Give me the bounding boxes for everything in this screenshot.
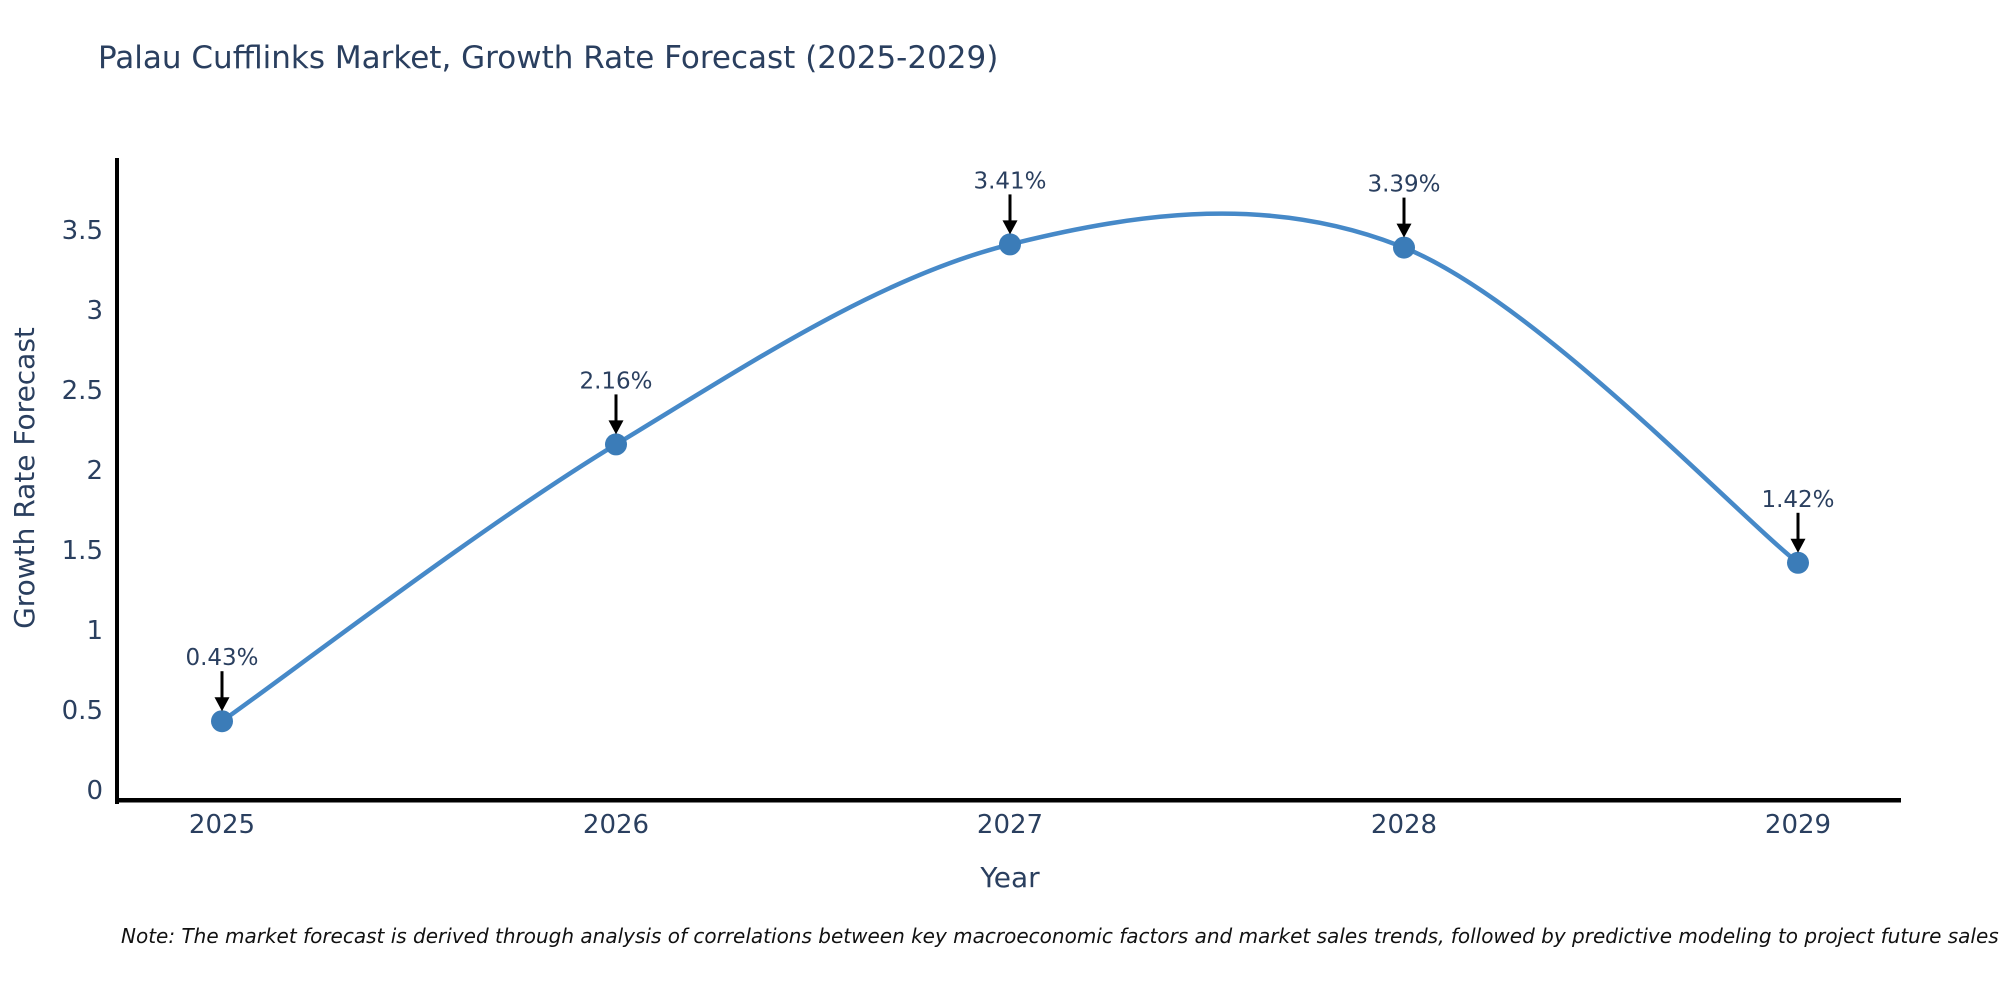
data-point-2025	[211, 710, 233, 733]
x-tick-label-2028: 2028	[1371, 810, 1437, 840]
y-axis-title: Growth Rate Forecast	[8, 327, 41, 629]
data-point-2028	[1393, 236, 1415, 259]
x-tick-label-2026: 2026	[583, 810, 649, 840]
y-axis-line	[115, 158, 119, 804]
x-axis-line	[115, 798, 1901, 803]
point-value-label-2029: 1.42%	[1761, 487, 1834, 513]
y-tick-label-2.5: 2.5	[62, 376, 103, 406]
annotation-arrowhead-icon	[1396, 223, 1412, 238]
y-tick-label-3: 3	[86, 296, 103, 326]
data-point-2026	[605, 433, 627, 456]
chart-footnote: Note: The market forecast is derived thr…	[121, 924, 1999, 948]
x-tick-label-2025: 2025	[189, 810, 255, 840]
y-tick-label-0.5: 0.5	[62, 696, 103, 726]
point-value-label-2025: 0.43%	[185, 645, 258, 671]
y-tick-label-2: 2	[86, 456, 103, 486]
point-value-label-2028: 3.39%	[1367, 172, 1440, 198]
point-value-label-2027: 3.41%	[973, 168, 1046, 194]
x-tick-label-2027: 2027	[977, 810, 1043, 840]
trend-line	[219, 211, 1801, 724]
annotation-arrowhead-icon	[1790, 538, 1806, 553]
y-tick-label-0: 0	[86, 776, 103, 806]
y-tick-label-1: 1	[86, 616, 103, 646]
x-tick-label-2029: 2029	[1765, 810, 1831, 840]
annotation-arrowhead-icon	[608, 420, 624, 435]
y-tick-label-3.5: 3.5	[62, 216, 103, 246]
chart-title: Palau Cufflinks Market, Growth Rate Fore…	[98, 40, 999, 76]
y-tick-label-1.5: 1.5	[62, 536, 103, 566]
annotation-arrowhead-icon	[214, 697, 230, 712]
point-value-label-2026: 2.16%	[579, 368, 652, 394]
data-point-2029	[1787, 551, 1809, 574]
x-axis-title: Year	[979, 861, 1040, 894]
annotation-arrowhead-icon	[1002, 220, 1018, 235]
data-point-2027	[999, 233, 1021, 256]
